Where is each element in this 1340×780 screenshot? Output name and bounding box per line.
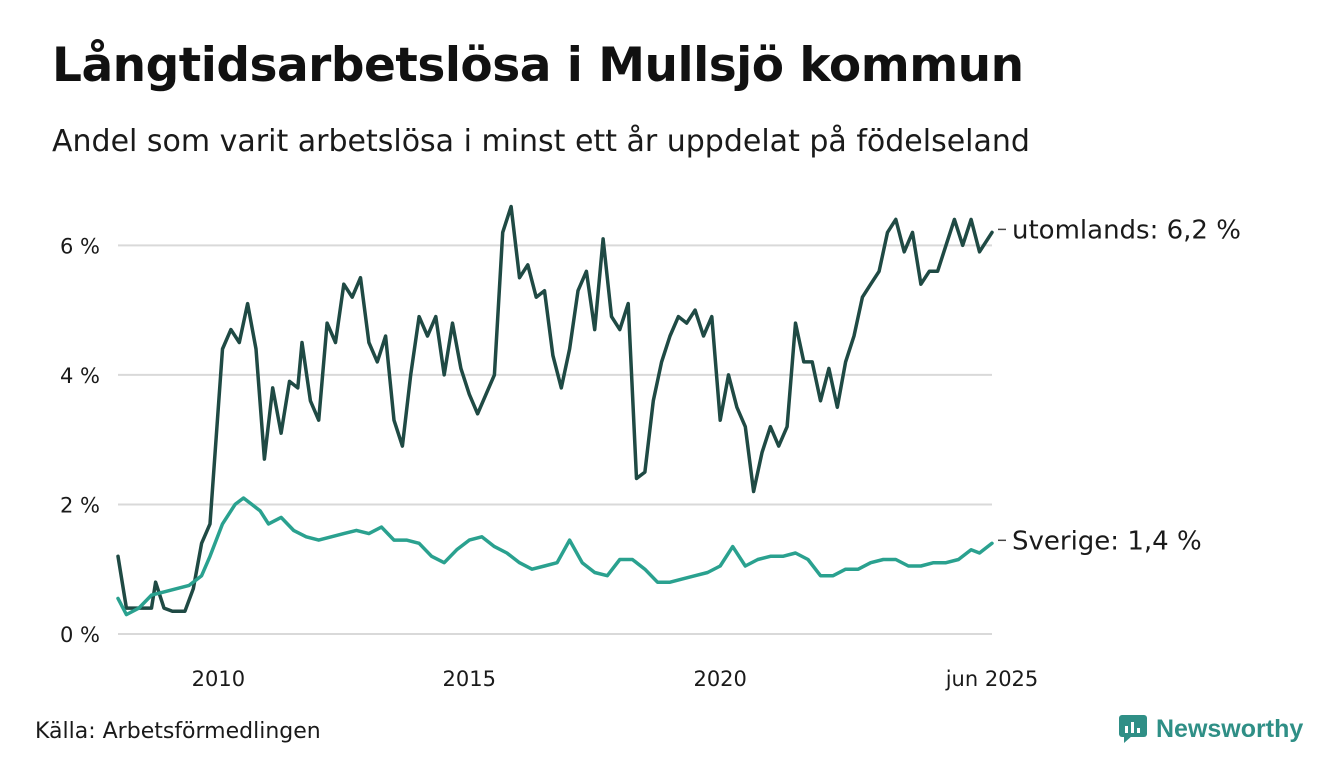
series-end-label-sverige: Sverige: 1,4 % [1012, 526, 1202, 556]
newsworthy-logo-icon [1119, 715, 1147, 743]
x-tick-label: 2010 [192, 667, 245, 691]
y-tick-label: 2 % [60, 493, 100, 517]
series-lines [116, 204, 994, 617]
series-line-utomlands [116, 204, 994, 614]
source-note: Källa: Arbetsförmedlingen [35, 719, 321, 744]
chart-title: Långtidsarbetslösa i Mullsjö kommun [52, 38, 1024, 93]
series-end-label-utomlands: utomlands: 6,2 % [1012, 215, 1241, 245]
x-tick-label: 2015 [443, 667, 496, 691]
brand-name: Newsworthy [1156, 714, 1304, 743]
y-tick-label: 0 % [60, 623, 100, 647]
y-tick-label: 4 % [60, 364, 100, 388]
y-tick-label: 6 % [60, 234, 100, 258]
brand-logo: Newsworthy [1118, 714, 1303, 744]
chart-subtitle: Andel som varit arbetslösa i minst ett å… [52, 124, 1030, 159]
y-axis-tick-labels: 0 % 2 % 4 % 6 % [60, 234, 100, 647]
x-axis-tick-labels: 2010 2015 2020 jun 2025 [192, 667, 1039, 691]
x-tick-label: jun 2025 [945, 667, 1039, 691]
series-line-sverige [116, 496, 994, 617]
x-tick-label: 2020 [693, 667, 746, 691]
gridlines [118, 244, 992, 635]
series-end-labels: utomlands: 6,2 % Sverige: 1,4 % [998, 215, 1241, 556]
